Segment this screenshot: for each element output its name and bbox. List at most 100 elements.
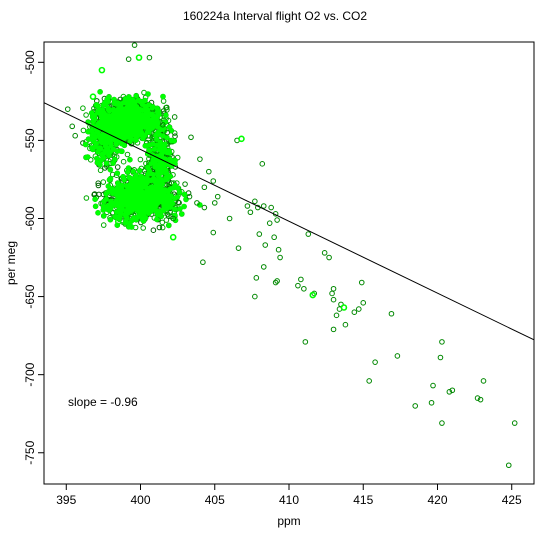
scatter-point	[480, 378, 487, 384]
scatter-point	[156, 111, 162, 117]
scatter-point	[194, 200, 200, 206]
scatter-point	[172, 217, 179, 223]
scatter-point	[158, 181, 164, 187]
scatter-point	[69, 123, 76, 130]
scatter-point	[133, 217, 139, 223]
scatter-point	[97, 89, 103, 95]
scatter-point	[125, 124, 131, 130]
scatter-point	[428, 399, 435, 406]
scatter-point	[197, 202, 203, 208]
highlighted-point	[169, 233, 177, 241]
scatter-point	[108, 143, 114, 149]
scatter-point	[135, 180, 141, 186]
scatter-point	[155, 199, 161, 206]
highlighted-point	[114, 218, 122, 225]
scatter-point	[147, 148, 153, 154]
scatter-point	[92, 196, 98, 202]
scatter-point	[127, 111, 133, 117]
scatter-point	[160, 133, 166, 139]
scatter-point	[89, 127, 95, 133]
scatter-point	[244, 203, 251, 209]
scatter-point	[160, 196, 166, 202]
scatter-point	[329, 290, 335, 297]
scatter-point	[128, 179, 134, 185]
scatter-point	[112, 202, 118, 208]
scatter-point	[154, 118, 160, 124]
scatter-point	[156, 224, 163, 231]
scatter-point	[106, 107, 112, 113]
scatter-point	[108, 205, 114, 211]
scatter-point	[260, 203, 267, 209]
scatter-point	[146, 210, 152, 216]
scatter-point	[103, 196, 109, 202]
scatter-point	[206, 168, 212, 175]
scatter-point	[449, 387, 456, 394]
scatter-point	[166, 188, 172, 194]
scatter-point	[295, 282, 301, 289]
y-tick-label: -650	[23, 284, 37, 308]
scatter-point	[101, 213, 107, 219]
scatter-point	[153, 182, 159, 189]
scatter-point	[110, 122, 116, 128]
scatter-point	[116, 204, 123, 210]
scatter-point	[125, 56, 132, 62]
scatter-point	[311, 290, 318, 297]
scatter-point	[302, 339, 309, 345]
scatter-point	[150, 227, 157, 233]
scatter-point	[326, 254, 332, 261]
scatter-point	[125, 165, 132, 171]
scatter-point	[100, 102, 106, 108]
scatter-point	[95, 180, 101, 186]
scatter-point	[505, 462, 512, 469]
scatter-point	[164, 205, 170, 212]
highlighted-point	[89, 93, 97, 100]
slope-annotation: slope = -0.96	[68, 395, 138, 409]
y-tick-label: -750	[23, 440, 37, 464]
scatter-point	[100, 203, 106, 209]
scatter-point	[174, 194, 180, 200]
scatter-point	[351, 309, 358, 315]
scatter-point	[268, 204, 274, 211]
scatter-point	[201, 204, 208, 211]
scatter-point	[170, 215, 176, 222]
scatter-point	[130, 206, 136, 212]
scatter-point	[266, 220, 273, 226]
scatter-point	[155, 212, 161, 218]
scatter-point	[132, 106, 138, 112]
scatter-point	[136, 108, 142, 114]
scatter-point	[114, 148, 120, 154]
scatter-point	[107, 176, 114, 182]
scatter-point	[160, 93, 166, 100]
scatter-point	[116, 126, 122, 132]
highlighted-point	[135, 54, 143, 61]
scatter-point	[127, 116, 133, 122]
scatter-point	[95, 121, 101, 128]
scatter-point	[125, 169, 131, 175]
scatter-point	[115, 183, 121, 189]
scatter-point	[168, 138, 174, 144]
scatter-point	[147, 119, 153, 125]
scatter-point	[298, 276, 304, 283]
scatter-point	[157, 127, 164, 133]
scatter-point	[275, 246, 282, 253]
scatter-point	[110, 127, 116, 133]
axes: 395 400 405 410 415 420 425 -500 -550 -600 -650 -70…	[23, 41, 535, 507]
x-tick-label: 420	[427, 493, 447, 507]
scatter-point	[108, 198, 114, 204]
scatter-point	[188, 134, 194, 141]
regression-line	[44, 102, 534, 341]
scatter-point	[162, 127, 168, 134]
scatter-point	[112, 156, 118, 163]
scatter-point	[146, 194, 152, 200]
scatter-point	[95, 103, 101, 109]
scatter-point	[130, 168, 136, 174]
y-tick-label: -550	[23, 128, 37, 152]
scatter-point	[372, 359, 378, 365]
scatter-point	[171, 114, 178, 120]
scatter-point	[80, 105, 86, 111]
scatter-point	[160, 98, 167, 104]
scatter-point	[142, 143, 148, 149]
scatter-point	[167, 173, 173, 179]
scatter-point	[179, 211, 185, 217]
